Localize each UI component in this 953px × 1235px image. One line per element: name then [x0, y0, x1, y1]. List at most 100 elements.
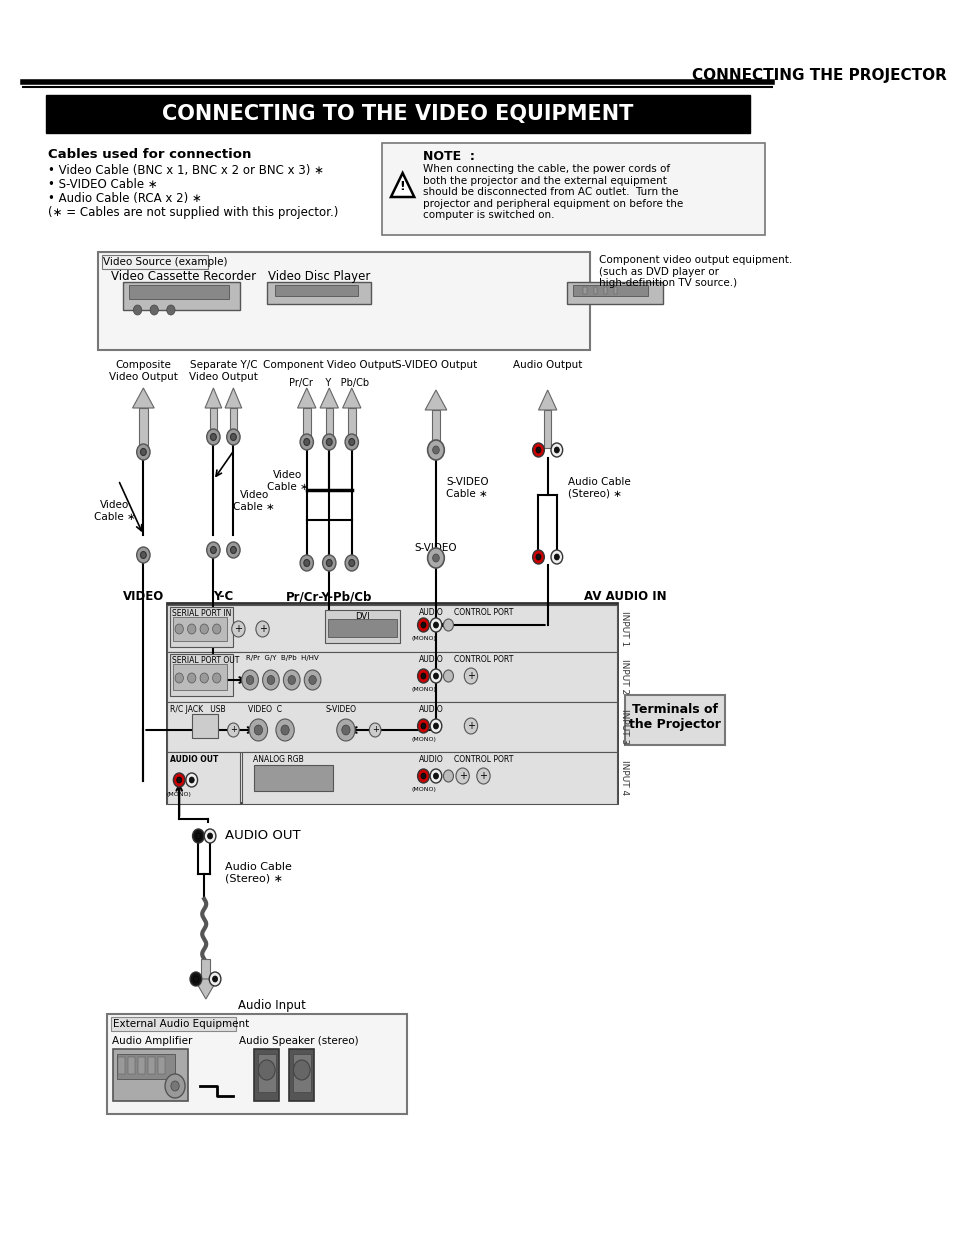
- Text: S-VIDEO: S-VIDEO: [325, 705, 355, 714]
- Circle shape: [551, 443, 562, 457]
- Text: External Audio Equipment: External Audio Equipment: [113, 1019, 250, 1029]
- Bar: [201, 960, 211, 979]
- Polygon shape: [225, 388, 241, 408]
- Circle shape: [300, 433, 314, 450]
- Circle shape: [241, 671, 258, 690]
- Circle shape: [417, 719, 429, 734]
- Bar: [170, 606, 233, 647]
- Circle shape: [195, 832, 201, 839]
- Bar: [325, 408, 333, 440]
- Bar: [46, 95, 749, 133]
- Text: Video
Cable ∗: Video Cable ∗: [94, 500, 135, 521]
- Circle shape: [262, 671, 279, 690]
- Circle shape: [464, 718, 477, 734]
- Bar: [572, 285, 647, 296]
- Circle shape: [165, 1074, 185, 1098]
- Circle shape: [304, 671, 320, 690]
- Circle shape: [464, 668, 477, 684]
- Circle shape: [133, 305, 142, 315]
- Text: Terminals of
the Projector: Terminals of the Projector: [629, 703, 720, 731]
- Text: Video Source (example): Video Source (example): [103, 257, 228, 267]
- Text: AUDIO: AUDIO: [418, 755, 443, 764]
- Circle shape: [309, 676, 316, 684]
- Circle shape: [417, 669, 429, 683]
- Circle shape: [200, 624, 208, 634]
- Bar: [289, 1049, 314, 1100]
- Text: Component Video Output: Component Video Output: [263, 359, 395, 370]
- Text: R/C JACK   USB: R/C JACK USB: [170, 705, 226, 714]
- Circle shape: [433, 622, 438, 629]
- Circle shape: [228, 722, 239, 737]
- Bar: [149, 1057, 155, 1074]
- Circle shape: [140, 448, 146, 456]
- Circle shape: [536, 555, 540, 559]
- Bar: [613, 287, 617, 294]
- Text: VIDEO  C: VIDEO C: [248, 705, 282, 714]
- Circle shape: [249, 719, 267, 741]
- Circle shape: [204, 829, 215, 844]
- Polygon shape: [391, 173, 414, 198]
- Text: NOTE  :: NOTE :: [422, 149, 474, 163]
- Circle shape: [189, 777, 194, 783]
- Text: • Video Cable (BNC x 1, BNC x 2 or BNC x 3) ∗: • Video Cable (BNC x 1, BNC x 2 or BNC x…: [49, 164, 324, 177]
- Bar: [303, 408, 310, 440]
- Circle shape: [207, 542, 220, 558]
- Circle shape: [443, 671, 453, 682]
- Text: ANALOG RGB: ANALOG RGB: [253, 755, 304, 764]
- Bar: [210, 408, 216, 435]
- Text: Video
Cable ∗: Video Cable ∗: [267, 471, 308, 492]
- Circle shape: [300, 555, 314, 571]
- Text: Cables used for connection: Cables used for connection: [49, 148, 252, 161]
- Text: SERIAL PORT OUT: SERIAL PORT OUT: [172, 656, 239, 664]
- Bar: [139, 408, 148, 450]
- Text: Pr/Cr    Y   Pb/Cb: Pr/Cr Y Pb/Cb: [289, 378, 369, 388]
- Bar: [543, 410, 551, 448]
- Text: INPUT 2: INPUT 2: [619, 659, 629, 694]
- Bar: [325, 610, 399, 643]
- Text: S-VIDEO: S-VIDEO: [415, 543, 456, 553]
- Bar: [257, 1053, 275, 1092]
- Bar: [381, 143, 764, 235]
- Polygon shape: [537, 390, 557, 410]
- Circle shape: [211, 433, 216, 441]
- Text: Audio Input: Audio Input: [237, 999, 305, 1011]
- Circle shape: [345, 555, 358, 571]
- Circle shape: [258, 1060, 274, 1079]
- Bar: [102, 254, 208, 269]
- Circle shape: [433, 673, 438, 679]
- Circle shape: [213, 976, 217, 982]
- Bar: [241, 752, 617, 804]
- Text: R/Pr  G/Y  B/Pb  H/HV: R/Pr G/Y B/Pb H/HV: [246, 655, 318, 661]
- Circle shape: [150, 305, 158, 315]
- Bar: [253, 764, 334, 790]
- Circle shape: [303, 438, 310, 446]
- Circle shape: [283, 671, 300, 690]
- Text: • Audio Cable (RCA x 2) ∗: • Audio Cable (RCA x 2) ∗: [49, 191, 202, 205]
- Circle shape: [326, 559, 332, 567]
- Polygon shape: [320, 388, 338, 408]
- Bar: [230, 408, 236, 435]
- Bar: [593, 287, 597, 294]
- Circle shape: [326, 438, 332, 446]
- Text: +: +: [230, 725, 236, 735]
- Circle shape: [211, 547, 216, 553]
- Circle shape: [174, 673, 183, 683]
- Text: S-VIDEO Output: S-VIDEO Output: [395, 359, 476, 370]
- Text: (MONO): (MONO): [411, 787, 436, 792]
- Bar: [327, 619, 396, 637]
- Circle shape: [420, 773, 425, 779]
- Circle shape: [303, 559, 310, 567]
- Circle shape: [193, 976, 198, 982]
- Text: • S-VIDEO Cable ∗: • S-VIDEO Cable ∗: [49, 178, 158, 191]
- Circle shape: [213, 624, 221, 634]
- Text: (MONO): (MONO): [411, 636, 436, 641]
- Circle shape: [209, 972, 221, 986]
- Circle shape: [432, 446, 438, 454]
- Text: Audio Amplifier: Audio Amplifier: [112, 1036, 192, 1046]
- Bar: [293, 1053, 311, 1092]
- Bar: [112, 1049, 188, 1100]
- Polygon shape: [132, 388, 154, 408]
- Circle shape: [255, 621, 269, 637]
- Circle shape: [420, 673, 425, 679]
- Circle shape: [190, 972, 201, 986]
